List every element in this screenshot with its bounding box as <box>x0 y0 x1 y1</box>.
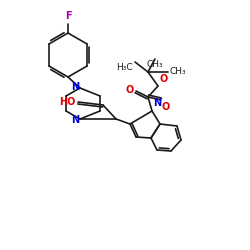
Text: F: F <box>65 11 71 21</box>
Text: CH₃: CH₃ <box>147 60 163 69</box>
Text: H₃C: H₃C <box>116 63 133 72</box>
Text: CH₃: CH₃ <box>170 68 186 76</box>
Text: O: O <box>126 85 134 95</box>
Text: N: N <box>153 98 161 108</box>
Text: HO: HO <box>60 97 76 107</box>
Text: O: O <box>162 102 170 112</box>
Text: N: N <box>71 115 79 125</box>
Text: O: O <box>159 74 167 84</box>
Text: N: N <box>71 82 79 92</box>
